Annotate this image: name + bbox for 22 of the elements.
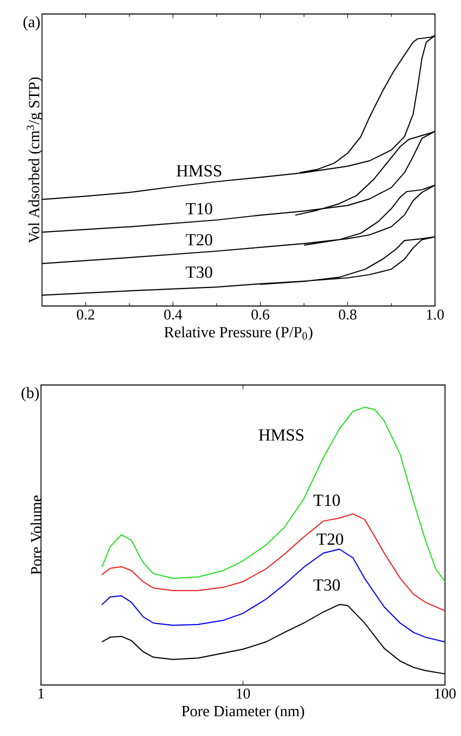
series-label: T30: [186, 266, 212, 278]
series-label: T10: [186, 202, 212, 214]
text: (a): [23, 16, 40, 30]
y-axis-title: Pore Volume: [30, 496, 42, 575]
series-label: T10: [313, 494, 340, 506]
series-label: HMSS: [258, 429, 304, 441]
series-label: T30: [313, 579, 340, 591]
x-tick-label: 10: [236, 688, 250, 699]
series-label: HMSS: [176, 165, 222, 177]
x-tick-label: 1.0: [426, 310, 444, 320]
x-tick-label: 100: [435, 688, 456, 699]
x-tick-label: 1: [38, 688, 44, 698]
x-tick-label: 0.2: [76, 310, 94, 320]
text: (b): [22, 387, 39, 402]
x-tick-label: 0.8: [338, 310, 356, 320]
x-axis-title: Pore Diameter (nm): [182, 705, 304, 720]
x-tick-label: 0.6: [252, 310, 270, 320]
series-label: T20: [186, 234, 212, 246]
y-axis-title: Vol Adsorbed (cm$^{3}$/g STP): [26, 77, 42, 244]
x-axis-title: Relative Pressure (P/P$_{0}$): [164, 326, 312, 340]
x-tick-label: 0.4: [164, 310, 182, 320]
series-label: T20: [316, 533, 344, 545]
